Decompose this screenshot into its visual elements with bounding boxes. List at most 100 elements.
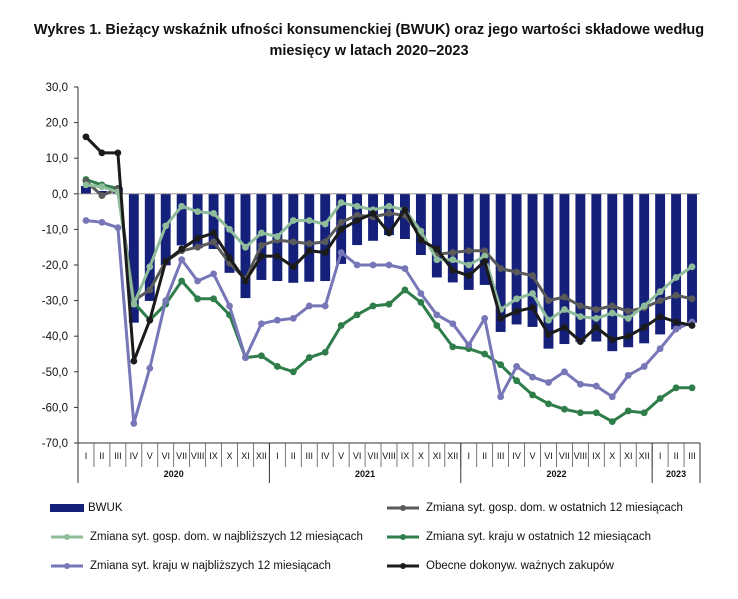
point-past_country <box>194 295 202 303</box>
bar-bwuk <box>447 193 458 283</box>
point-purchases <box>688 322 696 329</box>
point-purchases <box>497 315 505 322</box>
bar-bwuk <box>591 193 602 342</box>
x-tick-label: VI <box>544 451 553 461</box>
x-tick-label: VI <box>161 451 170 461</box>
bar-bwuk <box>431 193 442 278</box>
point-future_country <box>672 325 680 333</box>
point-purchases <box>130 357 138 365</box>
point-past_household <box>656 297 664 304</box>
bar-bwuk <box>320 193 331 282</box>
x-tick-label: XI <box>624 451 633 461</box>
legend-swatch-bwuk <box>50 504 84 512</box>
point-future_country <box>226 302 233 310</box>
point-future_household <box>672 274 680 281</box>
point-future_country <box>258 320 265 328</box>
point-future_household <box>337 199 345 207</box>
point-future_household <box>465 261 473 269</box>
point-future_country <box>82 217 90 224</box>
point-future_household <box>146 263 154 271</box>
point-past_country <box>656 395 664 402</box>
x-tick-label: III <box>688 451 696 461</box>
point-past_country <box>369 302 377 310</box>
bar-bwuk <box>575 193 586 342</box>
point-future_household <box>273 233 281 240</box>
point-past_country <box>289 368 297 376</box>
point-past_household <box>624 307 632 315</box>
point-future_household <box>130 300 138 308</box>
point-purchases <box>417 236 425 244</box>
point-purchases <box>529 304 536 312</box>
point-future_country <box>401 265 409 272</box>
x-tick-label: XI <box>433 451 442 461</box>
y-tick-label: -60,0 <box>42 402 68 414</box>
x-tick-label: X <box>609 451 615 461</box>
y-tick-label: 20,0 <box>46 118 68 130</box>
legend-label-past-country: Zmiana syt. kraju w ostatnich 12 miesiąc… <box>426 531 651 543</box>
y-tick-label: -10,0 <box>42 224 68 236</box>
y-tick-label: -50,0 <box>42 367 68 379</box>
point-future_household <box>305 217 313 224</box>
point-future_country <box>449 320 457 328</box>
point-future_household <box>385 202 393 210</box>
bar-bwuk <box>128 193 139 323</box>
point-past_country <box>608 418 616 426</box>
point-future_household <box>624 315 632 322</box>
point-past_country <box>545 400 552 408</box>
point-purchases <box>146 316 154 324</box>
point-future_household <box>688 263 696 271</box>
x-tick-label: III <box>114 451 122 461</box>
point-future_country <box>576 380 584 388</box>
point-past_household <box>258 242 265 249</box>
bar-bwuk <box>208 193 219 249</box>
point-past_household <box>529 272 536 280</box>
bar-bwuk <box>495 193 506 332</box>
point-future_country <box>640 363 648 370</box>
point-future_household <box>545 316 552 324</box>
point-past_country <box>178 277 186 285</box>
point-past_country <box>640 409 648 417</box>
bar-bwuk <box>623 193 634 348</box>
point-future_country <box>656 345 664 353</box>
point-future_country <box>321 302 329 310</box>
point-purchases <box>82 133 90 141</box>
point-future_household <box>608 309 616 317</box>
point-past_country <box>576 409 584 417</box>
x-tick-label: XI <box>241 451 250 461</box>
point-past_country <box>353 311 361 319</box>
x-tick-label: VII <box>368 451 379 461</box>
chart-title-line1: Wykres 1. Bieżący wskaźnik ufności konsu… <box>33 22 705 38</box>
x-tick-label: II <box>482 451 487 461</box>
year-label: 2023 <box>666 469 686 479</box>
bar-bwuk <box>511 193 522 325</box>
bar-bwuk <box>655 193 666 335</box>
point-purchases <box>226 254 233 262</box>
x-tick-label: II <box>674 451 679 461</box>
x-tick-label: I <box>659 451 662 461</box>
bar-bwuk <box>479 193 490 285</box>
point-future_household <box>513 295 520 303</box>
point-past_household <box>481 247 489 255</box>
y-tick-label: -70,0 <box>42 438 68 450</box>
x-tick-label: I <box>276 451 279 461</box>
chart-plot: 30,0 20,0 10,0 0,0 -10,0 -20,0 -30,0 -40,0 -50,0… <box>42 82 701 483</box>
year-label: 2022 <box>546 469 566 479</box>
bar-bwuk <box>671 193 682 330</box>
point-future_household <box>178 202 186 210</box>
point-past_household <box>305 240 313 248</box>
point-past_household <box>98 192 106 199</box>
point-past_country <box>497 361 505 369</box>
point-future_household <box>210 209 217 217</box>
x-tick-label: IX <box>209 451 218 461</box>
x-tick-label: VIII <box>382 451 396 461</box>
x-tick-label: X <box>227 451 233 461</box>
point-future_country <box>529 373 536 381</box>
point-future_country <box>385 261 393 269</box>
x-tick-label: VII <box>559 451 570 461</box>
point-purchases <box>624 332 632 340</box>
bar-bwuk <box>144 193 155 301</box>
point-future_household <box>353 202 361 210</box>
point-past_household <box>353 211 361 219</box>
point-past_country <box>385 300 393 308</box>
x-tick-label: II <box>99 451 104 461</box>
